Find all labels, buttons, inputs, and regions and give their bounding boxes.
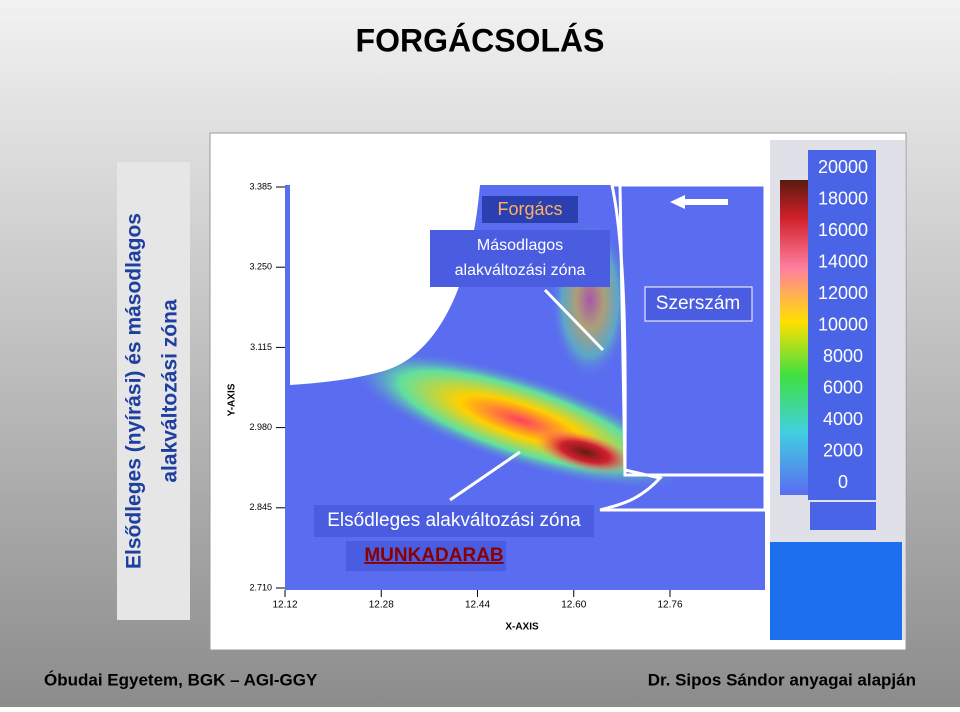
y-tick-label: 3.115: [250, 342, 272, 352]
colorbar-tick-label: 10000: [818, 314, 868, 334]
y-tick-label: 2.980: [249, 422, 272, 432]
y-axis-label: Y-AXIS: [227, 383, 238, 416]
colorbar-tick-label: 12000: [818, 283, 868, 303]
x-axis-label: X-AXIS: [505, 622, 539, 633]
side-label: Elsődleges (nyírási) és másodlagos alakv…: [123, 213, 182, 569]
tool-label: Szerszám: [656, 293, 740, 314]
colorbar-tick-label: 14000: [818, 251, 868, 271]
x-tick-label: 12.60: [561, 600, 586, 611]
colorbar-tick-label: 4000: [823, 409, 863, 429]
side-line: alakváltozási zóna: [159, 299, 182, 483]
colorbar-labels-bg: [808, 150, 876, 500]
arrow: [670, 195, 728, 209]
side-line: Elsődleges (nyírási) és másodlagos: [123, 213, 146, 569]
colorbar-tick-label: 20000: [818, 157, 868, 177]
label-box: [346, 541, 506, 571]
colorbar-ticks: 2000018000160001400012000100008000600040…: [818, 157, 868, 492]
y-tick-label: 2.845: [249, 502, 272, 512]
colorbar-box: [810, 502, 876, 530]
arrow: [449, 450, 521, 502]
secondary-label: alakváltozási zóna: [455, 262, 586, 279]
workpiece-label: MUNKADARAB: [364, 545, 503, 566]
colorbar-tick-label: 8000: [823, 346, 863, 366]
x-tick-label: 12.12: [272, 600, 297, 611]
label-box: [482, 196, 578, 223]
colorbar-tick-label: 16000: [818, 220, 868, 240]
primary-label: Elsődleges alakváltozási zóna: [327, 510, 581, 531]
y-ticks: 3.385 3.250 3.115 2.980 2.845 2.710: [249, 181, 285, 592]
label-box: [644, 286, 753, 322]
chip-label: Forgács: [497, 199, 562, 219]
hot-core: [536, 430, 634, 474]
colorbar-tick-label: 0: [838, 472, 848, 492]
arrow: [543, 288, 605, 352]
x-tick-label: 12.76: [657, 600, 682, 611]
tool-edge: [599, 183, 767, 512]
colorbar-box: [770, 542, 902, 640]
label-box: [314, 505, 594, 537]
colorbar: [780, 180, 808, 495]
label-box: [430, 230, 610, 287]
tool-shape: [618, 183, 767, 477]
footer-left: Óbudai Egyetem, BGK – AGI-GGY: [44, 670, 318, 689]
x-ticks: 12.12 12.28 12.44 12.60 12.76: [272, 590, 683, 611]
colorbar-tick-label: 6000: [823, 377, 863, 397]
y-tick-label: 2.710: [249, 582, 272, 592]
y-tick-label: 3.250: [249, 262, 272, 272]
footer-right: Dr. Sipos Sándor anyagai alapján: [648, 670, 916, 689]
secondary-label: Másodlagos: [477, 237, 563, 254]
y-tick-label: 3.385: [249, 181, 272, 191]
x-tick-label: 12.28: [369, 600, 394, 611]
colorbar-tick-label: 18000: [818, 188, 868, 208]
x-tick-label: 12.44: [465, 600, 490, 611]
title: FORGÁCSOLÁS: [356, 22, 605, 58]
side-box: [117, 162, 190, 620]
colorbar-tick-label: 2000: [823, 440, 863, 460]
